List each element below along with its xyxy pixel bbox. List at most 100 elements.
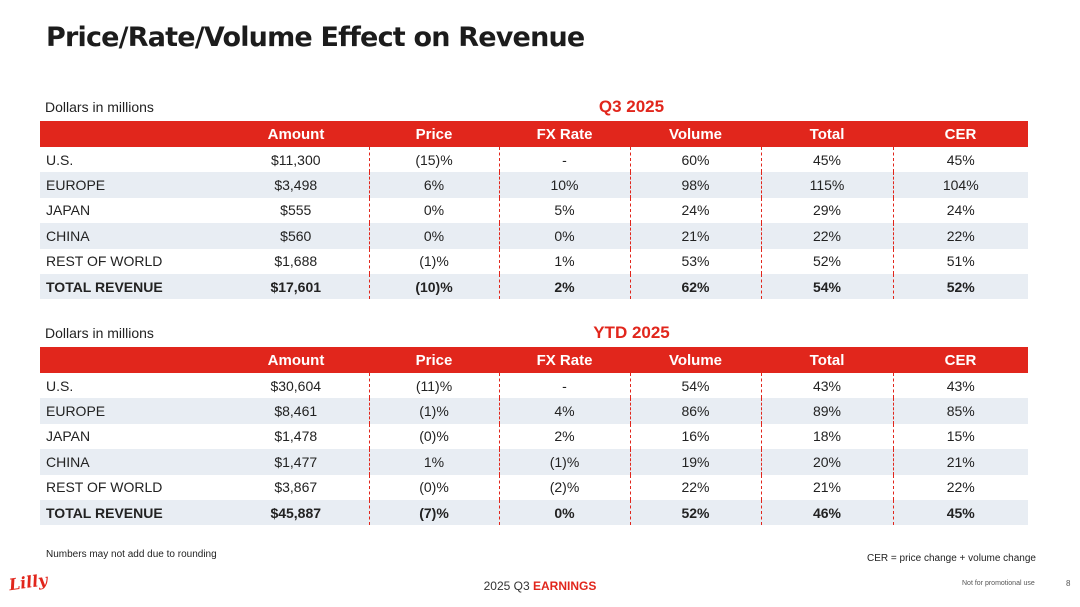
- value-cell: 2%: [498, 273, 630, 300]
- table-row: TOTAL REVENUE $17,601 (10)% 2% 62% 54% 52%: [40, 273, 1028, 300]
- value-cell: $30,604: [270, 377, 322, 394]
- table-row: EUROPE $3,498 6% 10% 98% 115% 104%: [40, 172, 1028, 198]
- footer-earnings: EARNINGS: [533, 579, 597, 593]
- value-cell: 29%: [760, 197, 893, 224]
- header-fx-rate: FX Rate: [536, 351, 593, 369]
- value-cell: 21%: [892, 449, 1028, 475]
- value-cell: 6%: [368, 172, 499, 198]
- value-cell: -: [498, 147, 630, 173]
- value-cell: 43%: [760, 373, 893, 399]
- footer: 2025 Q3 EARNINGS: [0, 579, 1080, 593]
- section-header: Dollars in millions YTD 2025: [40, 323, 1028, 347]
- table-row: TOTAL REVENUE $45,887 (7)% 0% 52% 46% 45%: [40, 499, 1028, 526]
- value-cell: $1,477: [274, 453, 318, 470]
- value-cell: 22%: [892, 223, 1028, 249]
- header-amount: Amount: [267, 125, 325, 143]
- header-region: [40, 121, 223, 147]
- region-cell: U.S.: [46, 151, 74, 168]
- cer-note: CER = price change + volume change: [867, 553, 1036, 564]
- value-cell: 53%: [629, 248, 761, 274]
- value-cell: 0%: [498, 223, 630, 249]
- units-label: Dollars in millions: [45, 325, 154, 341]
- q3-section: Dollars in millions Q3 2025 Amount Price…: [40, 97, 1028, 300]
- value-cell: (1)%: [368, 398, 499, 424]
- ytd-section: Dollars in millions YTD 2025 Amount Pric…: [40, 323, 1028, 526]
- value-cell: 18%: [760, 423, 893, 450]
- header-volume: Volume: [668, 351, 723, 369]
- value-cell: 22%: [892, 474, 1028, 500]
- value-cell: 15%: [892, 423, 1028, 450]
- value-cell: (0)%: [368, 423, 499, 450]
- table-row: JAPAN $1,478 (0)% 2% 16% 18% 15%: [40, 423, 1028, 450]
- header-total: Total: [809, 351, 845, 369]
- header-fx-rate: FX Rate: [536, 125, 593, 143]
- value-cell: (0)%: [368, 474, 499, 500]
- value-cell: 89%: [760, 398, 893, 424]
- value-cell: $3,498: [274, 177, 318, 194]
- value-cell: 2%: [498, 423, 630, 450]
- header-amount: Amount: [267, 351, 325, 369]
- table-row: EUROPE $8,461 (1)% 4% 86% 89% 85%: [40, 398, 1028, 424]
- value-cell: (1)%: [368, 248, 499, 274]
- value-cell: (10)%: [368, 273, 499, 300]
- value-cell: 1%: [368, 449, 499, 475]
- header-total: Total: [809, 125, 845, 143]
- value-cell: $11,300: [270, 151, 321, 168]
- value-cell: 20%: [760, 449, 893, 475]
- footer-period: 2025 Q3: [483, 579, 530, 593]
- value-cell: 52%: [760, 248, 893, 274]
- region-cell: REST OF WORLD: [46, 253, 163, 270]
- table-row: U.S. $11,300 (15)% -60% 45% 45%: [40, 147, 1028, 173]
- value-cell: (15)%: [368, 147, 499, 173]
- region-cell: U.S.: [46, 377, 74, 394]
- value-cell: $8,461: [274, 403, 318, 420]
- region-cell: REST OF WORLD: [46, 479, 163, 496]
- ytd-revenue-table: Amount Price FX Rate Volume Total CER U.…: [40, 347, 1028, 526]
- value-cell: 52%: [629, 499, 761, 526]
- value-cell: 24%: [892, 197, 1028, 224]
- value-cell: 46%: [760, 499, 893, 526]
- value-cell: $560: [280, 227, 312, 244]
- value-cell: (1)%: [498, 449, 630, 475]
- value-cell: 54%: [760, 273, 893, 300]
- value-cell: $555: [280, 202, 312, 219]
- value-cell: 45%: [760, 147, 893, 173]
- rounding-note: Numbers may not add due to rounding: [46, 549, 217, 560]
- header-cer: CER: [944, 351, 977, 369]
- region-cell: JAPAN: [46, 428, 91, 445]
- table-row: CHINA $560 0% 0% 21% 22% 22%: [40, 223, 1028, 249]
- value-cell: 54%: [629, 373, 761, 399]
- table-row: REST OF WORLD $1,688 (1)% 1% 53% 52% 51%: [40, 248, 1028, 274]
- value-cell: 24%: [629, 197, 761, 224]
- value-cell: 0%: [498, 499, 630, 526]
- page-title: Price/Rate/Volume Effect on Revenue: [46, 22, 585, 53]
- section-header: Dollars in millions Q3 2025: [40, 97, 1028, 121]
- page-number: 8: [1066, 579, 1071, 588]
- value-cell: 52%: [892, 273, 1028, 300]
- value-cell: -: [498, 373, 630, 399]
- value-cell: 16%: [629, 423, 761, 450]
- value-cell: 0%: [368, 223, 499, 249]
- table-header-row: Amount Price FX Rate Volume Total CER: [40, 347, 1028, 373]
- value-cell: 43%: [892, 373, 1028, 399]
- header-region: [40, 347, 223, 373]
- value-cell: 98%: [629, 172, 761, 198]
- header-price: Price: [415, 125, 453, 143]
- value-cell: 5%: [498, 197, 630, 224]
- region-cell: EUROPE: [46, 403, 106, 420]
- region-cell: TOTAL REVENUE: [46, 504, 163, 521]
- value-cell: 0%: [368, 197, 499, 224]
- value-cell: (11)%: [368, 373, 499, 399]
- value-cell: 10%: [498, 172, 630, 198]
- promo-disclaimer: Not for promotional use: [962, 580, 1035, 587]
- region-cell: CHINA: [46, 227, 90, 244]
- value-cell: 62%: [629, 273, 761, 300]
- table-row: U.S. $30,604 (11)% -54% 43% 43%: [40, 373, 1028, 399]
- header-price: Price: [415, 351, 453, 369]
- value-cell: 86%: [629, 398, 761, 424]
- value-cell: (2)%: [498, 474, 630, 500]
- table-row: REST OF WORLD $3,867 (0)% (2)% 22% 21% 22%: [40, 474, 1028, 500]
- region-cell: CHINA: [46, 453, 90, 470]
- value-cell: 21%: [629, 223, 761, 249]
- value-cell: 104%: [892, 172, 1028, 198]
